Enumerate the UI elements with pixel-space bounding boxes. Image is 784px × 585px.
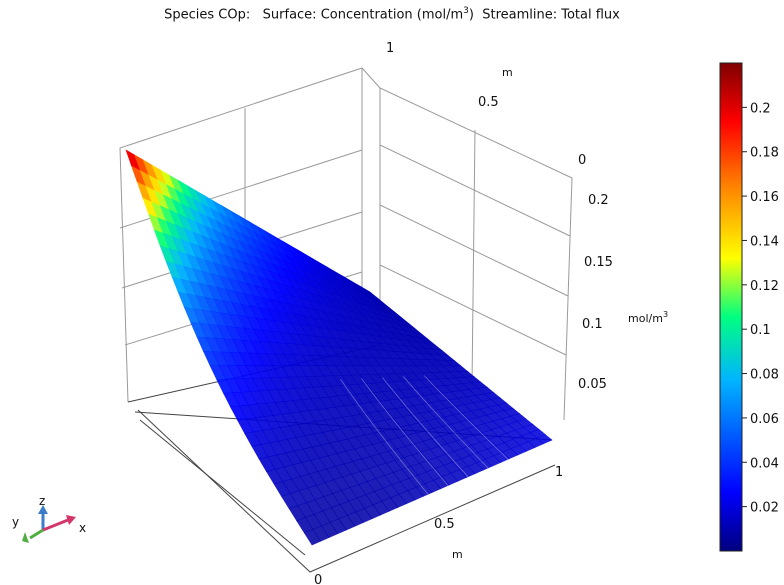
colorbar-tick-label: 0.02 — [750, 501, 779, 516]
z-tick-0.15: 0.15 — [584, 255, 613, 270]
streamline — [402, 376, 489, 469]
x-tick-1: 1 — [555, 465, 563, 480]
streamline — [361, 378, 449, 486]
z-tick-0.1: 0.1 — [582, 317, 603, 332]
colorbar-tick-label: 0.04 — [750, 456, 779, 471]
z-axis-label-base: mol/m — [628, 312, 663, 325]
z-tick-0.05: 0.05 — [578, 377, 607, 392]
y-tick-0.5: 0.5 — [478, 95, 499, 110]
streamline — [340, 379, 429, 495]
triad-z-label: z — [39, 494, 45, 508]
colorbar-tick-label: 0.06 — [750, 412, 779, 427]
y-axis-ticks: 1 0.5 0 — [386, 41, 586, 168]
y-axis-label: m — [502, 66, 513, 79]
triad-x-arrow — [42, 518, 69, 532]
wall-right-vertical-1 — [471, 129, 476, 386]
colorbar-tick-label: 0.08 — [750, 368, 779, 383]
x-axis-label: m — [452, 548, 463, 561]
title-surface: Surface: Concentration (mol/m — [262, 7, 464, 23]
title-species: Species COp: — [164, 7, 251, 23]
z-axis-ticks: 0.2 0.15 0.1 0.05 — [578, 193, 613, 392]
colorbar-tick-label: 0.14 — [750, 234, 779, 249]
colorbar-ticks: 0.2 0.18 0.16 0.14 0.12 0.1 0.08 0.06 0.04 0.02 — [742, 101, 779, 516]
wall-right-edge — [563, 177, 573, 421]
z-axis-label: mol/m3 — [628, 310, 668, 325]
wall-left-top-frame — [119, 67, 381, 403]
wall-right-top — [379, 87, 573, 179]
concentration-surface — [125, 149, 553, 546]
streamline — [382, 377, 469, 478]
triad-x-arrowhead — [66, 515, 76, 525]
colorbar: 0.2 0.18 0.16 0.14 0.12 0.1 0.08 0.06 0.04 0.02 — [719, 62, 779, 552]
wall-right-h-1 — [379, 144, 571, 237]
title-streamline: Streamline: Total flux — [482, 7, 620, 23]
orientation-triad: z y x — [12, 494, 86, 543]
title-surface-exponent: 3 — [463, 6, 469, 16]
z-tick-0.2: 0.2 — [588, 193, 609, 208]
colorbar-tick-label: 0.18 — [750, 146, 779, 161]
triad-y-label: y — [12, 515, 19, 529]
colorbar-tick-label: 0.16 — [750, 190, 779, 205]
triad-x-label: x — [79, 521, 86, 535]
streamline — [423, 375, 509, 460]
x-axis-ticks: 0 0.5 1 — [314, 465, 563, 585]
x-tick-0: 0 — [314, 573, 322, 585]
y-tick-1: 1 — [386, 41, 394, 56]
colorbar-tick-label: 0.12 — [750, 279, 779, 294]
triad-y-arrowhead — [22, 532, 29, 543]
triad-z-arrowhead — [38, 505, 48, 514]
triad-y-arrow — [29, 528, 44, 540]
x-tick-0.5: 0.5 — [434, 517, 455, 532]
colorbar-tick-label: 0.2 — [750, 101, 771, 116]
title-surface-close: ) — [468, 7, 474, 23]
y-tick-0: 0 — [578, 153, 586, 168]
surface-patch — [536, 434, 553, 445]
chart-title: Species COp: Surface: Concentration (mol… — [0, 6, 784, 22]
colorbar-gradient — [719, 62, 743, 552]
z-axis-label-exponent: 3 — [663, 310, 668, 319]
colorbar-tick-label: 0.1 — [750, 323, 771, 338]
